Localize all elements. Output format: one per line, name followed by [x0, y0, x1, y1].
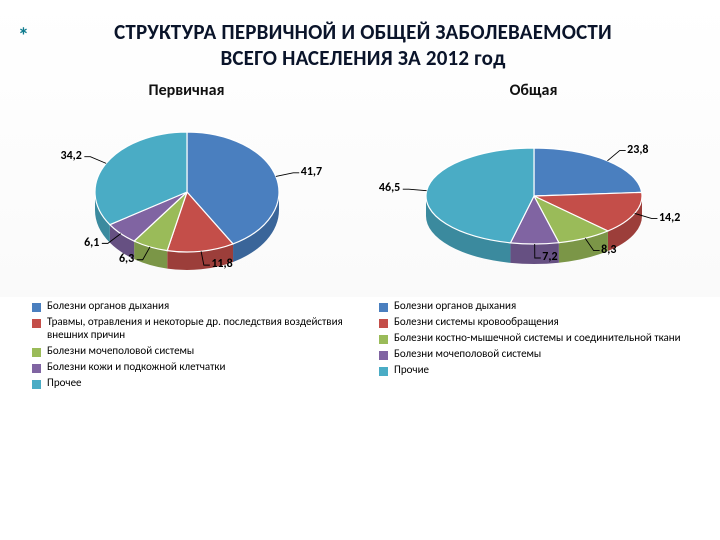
legend-label: Болезни мочеполовой системы	[47, 345, 194, 358]
legend-label: Болезни кожи и подкожной клетчатки	[47, 361, 225, 374]
general-legend: Болезни органов дыхания Болезни системы к…	[365, 300, 702, 377]
primary-pie-chart: 41,7 11,8 6,3 6,1 34,2	[18, 106, 355, 296]
general-column: Общая 23,8 14,2 8,3 7,2 46,5 Болезни органов…	[365, 77, 702, 393]
legend-item: Болезни костно-мышечной системы и соедин…	[379, 332, 702, 345]
general-chart-title: Общая	[365, 81, 702, 100]
legend-label: Болезни органов дыхания	[47, 300, 169, 313]
legend-label: Болезни костно-мышечной системы и соедин…	[394, 332, 681, 345]
primary-legend: Болезни органов дыхания Травмы, отравлени…	[18, 300, 355, 390]
pie-data-label: 11,8	[211, 257, 232, 271]
legend-label: Травмы, отравления и некоторые др. после…	[47, 316, 355, 342]
title-line-2: ВСЕГО НАСЕЛЕНИЯ ЗА 2012 год	[220, 45, 505, 71]
pie-data-label: 23,8	[627, 143, 648, 157]
legend-item: Болезни мочеполовой системы	[32, 345, 355, 358]
legend-label: Болезни системы кровообращения	[394, 316, 559, 329]
general-pie-chart: 23,8 14,2 8,3 7,2 46,5	[365, 106, 702, 296]
legend-swatch	[379, 351, 388, 360]
legend-swatch	[379, 319, 388, 328]
legend-label: Болезни органов дыхания	[394, 300, 516, 313]
primary-chart-title: Первичная	[18, 81, 355, 100]
legend-swatch	[32, 348, 41, 357]
legend-item: Травмы, отравления и некоторые др. после…	[32, 316, 355, 342]
pie-slice	[534, 148, 642, 196]
legend-label: Прочие	[394, 364, 429, 377]
primary-column: Первичная 41,7 11,8 6,3 6,1 34,2 Болезни орг…	[18, 77, 355, 393]
pie-data-label: 41,7	[301, 165, 322, 179]
legend-swatch	[379, 367, 388, 376]
pie-data-label: 6,3	[119, 252, 134, 266]
legend-swatch	[32, 303, 41, 312]
legend-swatch	[32, 364, 41, 373]
pie-data-label: 7,2	[542, 250, 557, 264]
pie-data-label: 46,5	[379, 181, 400, 195]
page-title: СТРУКТУРА ПЕРВИЧНОЙ И ОБЩЕЙ ЗАБОЛЕВАЕМОС…	[36, 20, 690, 71]
legend-swatch	[32, 380, 41, 389]
legend-item: Прочее	[32, 377, 355, 390]
legend-item: Болезни кожи и подкожной клетчатки	[32, 361, 355, 374]
legend-label: Болезни мочеполовой системы	[394, 348, 541, 361]
legend-item: Прочие	[379, 364, 702, 377]
legend-item: Болезни системы кровообращения	[379, 316, 702, 329]
legend-swatch	[32, 319, 41, 328]
legend-item: Болезни мочеполовой системы	[379, 348, 702, 361]
legend-swatch	[379, 335, 388, 344]
pie-data-label: 6,1	[84, 236, 99, 250]
pie-data-label: 14,2	[659, 211, 680, 225]
legend-item: Болезни органов дыхания	[379, 300, 702, 313]
legend-swatch	[379, 303, 388, 312]
pie-data-label: 8,3	[601, 243, 616, 257]
title-asterisk: *	[18, 22, 29, 49]
legend-label: Прочее	[47, 377, 82, 390]
title-line-1: СТРУКТУРА ПЕРВИЧНОЙ И ОБЩЕЙ ЗАБОЛЕВАЕМОС…	[114, 19, 612, 45]
legend-item: Болезни органов дыхания	[32, 300, 355, 313]
pie-data-label: 34,2	[61, 149, 82, 163]
